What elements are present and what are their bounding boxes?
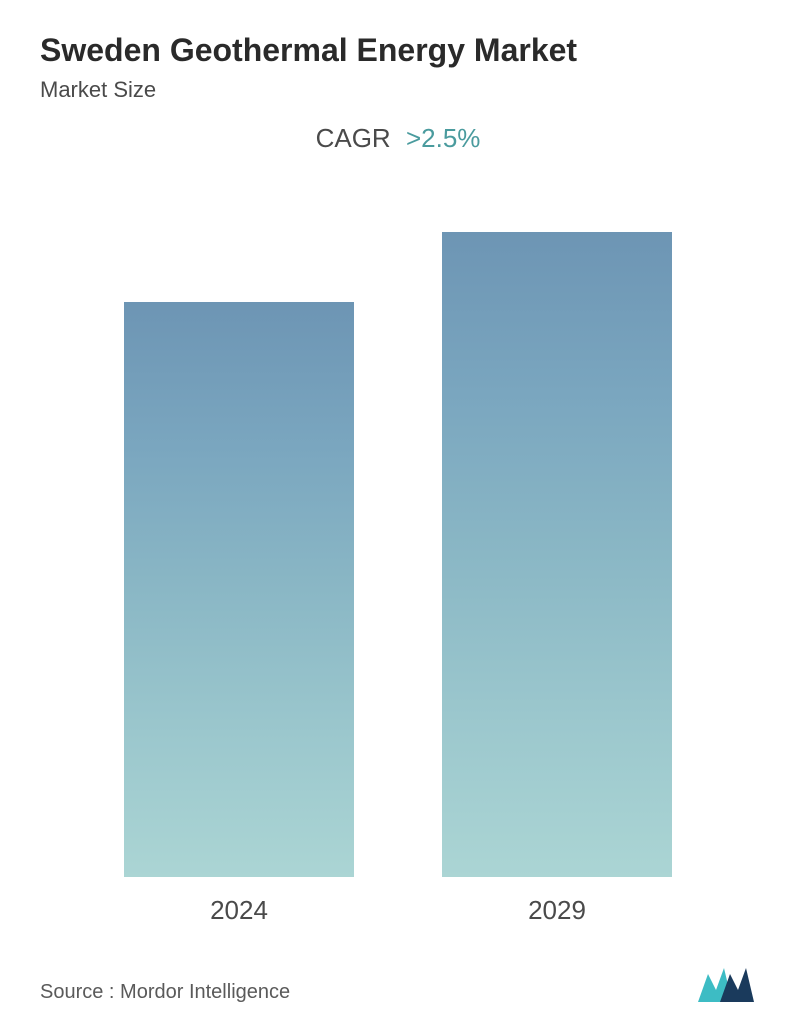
cagr-label: CAGR	[316, 123, 391, 153]
footer: Source : Mordor Intelligence	[40, 936, 756, 1014]
bar-label-0: 2024	[210, 895, 268, 926]
page-subtitle: Market Size	[40, 77, 756, 103]
cagr-row: CAGR >2.5%	[40, 123, 756, 154]
bar-label-1: 2029	[528, 895, 586, 926]
mordor-logo-icon	[696, 966, 756, 1004]
page-title: Sweden Geothermal Energy Market	[40, 32, 756, 69]
chart-area: 2024 2029	[40, 184, 756, 936]
bar-2029	[442, 232, 672, 877]
cagr-value: >2.5%	[406, 123, 480, 153]
bar-group-0: 2024	[124, 302, 354, 926]
bar-group-1: 2029	[442, 232, 672, 926]
source-text: Source : Mordor Intelligence	[40, 981, 290, 1004]
chart-container: Sweden Geothermal Energy Market Market S…	[0, 0, 796, 1034]
bar-2024	[124, 302, 354, 877]
